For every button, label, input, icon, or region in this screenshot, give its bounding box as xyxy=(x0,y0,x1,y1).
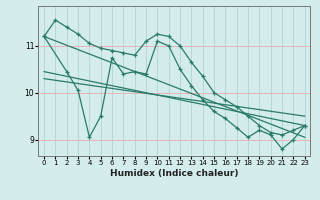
X-axis label: Humidex (Indice chaleur): Humidex (Indice chaleur) xyxy=(110,169,239,178)
